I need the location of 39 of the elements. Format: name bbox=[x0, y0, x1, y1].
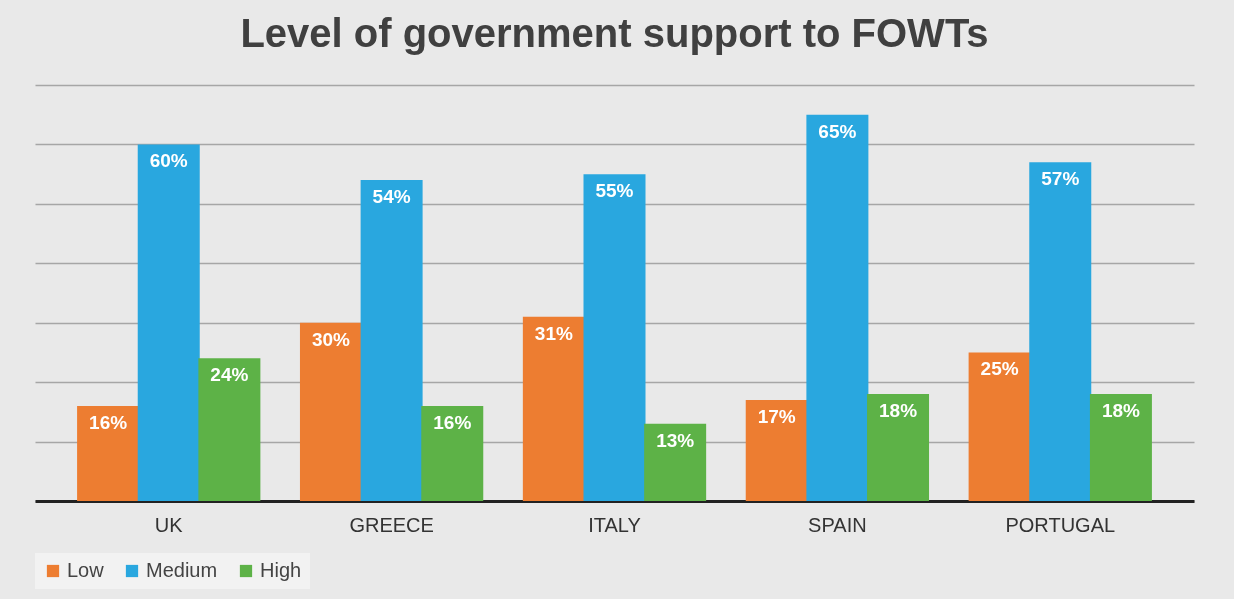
x-tick-label: SPAIN bbox=[808, 513, 867, 536]
data-label: 30% bbox=[311, 328, 351, 350]
x-tick-label: UK bbox=[154, 513, 184, 536]
x-tick-label: GREECE bbox=[349, 513, 434, 536]
legend-label: Low bbox=[67, 559, 105, 581]
bar bbox=[77, 405, 140, 501]
x-tick-label: ITALY bbox=[588, 513, 641, 536]
bar bbox=[583, 174, 646, 501]
data-label: 18% bbox=[879, 400, 918, 422]
bar bbox=[867, 394, 930, 501]
data-label: 65% bbox=[818, 120, 857, 142]
legend-label: High bbox=[260, 559, 302, 581]
chart-title: Level of government support to FOWTs bbox=[240, 11, 989, 55]
bar bbox=[198, 358, 261, 501]
bar bbox=[522, 316, 585, 501]
legend-label: Medium bbox=[146, 559, 218, 581]
data-label: 60% bbox=[149, 150, 188, 172]
data-label: 16% bbox=[89, 411, 128, 433]
x-tick-label: PORTUGAL bbox=[1005, 513, 1116, 536]
data-label: 55% bbox=[595, 180, 634, 202]
bar bbox=[137, 144, 200, 501]
data-label: 54% bbox=[372, 186, 411, 208]
bar bbox=[1089, 394, 1152, 501]
data-label: 17% bbox=[757, 405, 796, 427]
data-label: 25% bbox=[980, 358, 1019, 380]
data-label: 18% bbox=[1101, 400, 1141, 422]
data-label: 24% bbox=[210, 364, 249, 386]
bar bbox=[1029, 162, 1092, 501]
bar bbox=[421, 405, 484, 501]
data-label: 57% bbox=[1041, 168, 1080, 190]
data-label: 31% bbox=[534, 322, 573, 344]
bar bbox=[299, 322, 362, 501]
data-label: 16% bbox=[433, 411, 472, 433]
bar bbox=[644, 423, 707, 501]
bar bbox=[360, 180, 423, 501]
bar bbox=[806, 114, 869, 501]
bar bbox=[968, 352, 1031, 501]
bar bbox=[745, 399, 808, 501]
data-label: 13% bbox=[656, 429, 695, 451]
